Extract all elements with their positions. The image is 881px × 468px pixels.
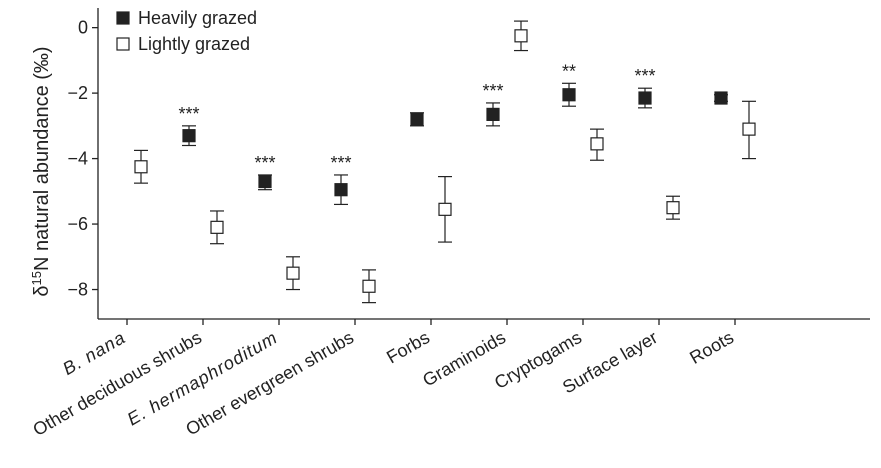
y-ticks: 0 −2 −4 −6 −8 [67,18,98,300]
data-point [514,20,528,52]
significance-label: *** [634,66,655,86]
data-point [486,102,500,127]
data-point [410,112,424,127]
y-tick-label: −4 [67,149,88,169]
filled-square-marker [258,174,272,189]
filled-square-marker [562,88,576,102]
legend-label: Heavily grazed [138,8,257,28]
y-axis-label: δ15N natural abundance (‰) [29,46,54,296]
y-tick-label: −6 [67,214,88,234]
data-point [182,125,196,147]
legend-label: Lightly grazed [138,34,250,54]
filled-square-marker [410,112,424,126]
data-point [258,174,272,191]
open-square-marker [666,201,680,215]
filled-square-marker [334,183,348,197]
data-point [562,82,576,107]
data-point [134,149,148,184]
axes [97,8,870,320]
significance-label: ** [562,61,576,81]
x-tick-label: Roots [686,327,737,368]
significance-label: *** [330,153,351,173]
y-tick-label: −8 [67,280,88,300]
open-square-marker [362,279,376,293]
open-square-marker [286,266,300,280]
significance-label: *** [482,81,503,101]
filled-square-marker [638,91,652,105]
y-tick-label: 0 [78,18,88,38]
legend-open-square [116,37,130,51]
data-point [638,87,652,109]
open-square-marker [438,202,452,216]
legend-filled-square [116,11,130,25]
data-point [742,100,756,160]
y-tick-label: −2 [67,83,88,103]
data-marks [134,20,756,304]
x-tick-label: Forbs [383,327,433,367]
data-point [286,256,300,291]
data-point [590,128,604,161]
open-square-marker [210,220,224,234]
filled-square-marker [182,129,196,143]
data-point [714,91,728,105]
data-point [362,269,376,304]
significance-label: *** [178,104,199,124]
data-point [438,175,452,243]
open-square-marker [742,122,756,136]
significance-marks: ****** ******** *** [178,61,655,173]
data-point [334,174,348,206]
open-square-marker [590,137,604,151]
open-square-marker [514,29,528,43]
significance-label: *** [254,153,275,173]
data-point [210,210,224,245]
y-axis-title: δ15N natural abundance (‰) [29,46,54,296]
legend: Heavily grazed Lightly grazed [116,8,257,54]
open-square-marker [134,160,148,174]
filled-square-marker [714,91,728,105]
filled-square-marker [486,107,500,121]
data-point [666,195,680,220]
